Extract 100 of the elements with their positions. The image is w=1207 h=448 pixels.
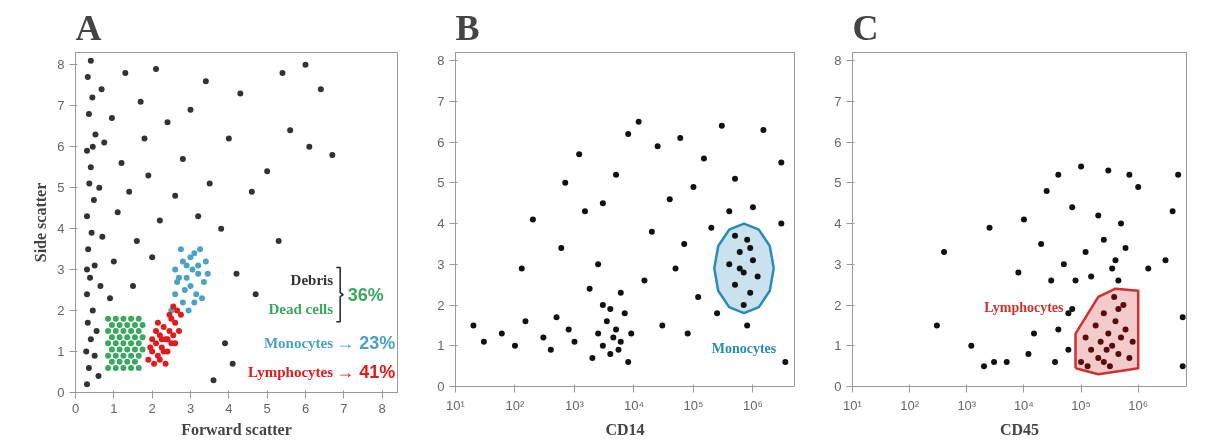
point <box>135 315 142 322</box>
point <box>156 356 163 363</box>
y-tick-label: 0 <box>437 379 445 394</box>
point <box>177 311 184 318</box>
point <box>204 270 211 277</box>
y-tick-label: 4 <box>437 216 445 232</box>
point <box>183 274 190 281</box>
x-tick-label: 10⁴ <box>1013 397 1034 413</box>
x-tick-label: 7 <box>340 400 348 416</box>
point <box>105 364 112 371</box>
annotation: 36% <box>347 284 384 305</box>
point <box>195 270 202 277</box>
point <box>193 291 200 298</box>
point <box>139 346 146 353</box>
point <box>197 246 204 253</box>
x-tick-label: 10³ <box>565 397 585 413</box>
point <box>120 315 127 322</box>
text: Debris <box>290 271 334 288</box>
x-tick-label: 0 <box>71 400 80 416</box>
y-tick-label: 0 <box>834 379 842 394</box>
point <box>128 315 135 322</box>
point <box>195 262 202 269</box>
x-tick-label: 10² <box>505 397 526 413</box>
point <box>199 295 205 302</box>
chart-title: A <box>75 7 102 48</box>
annotation: Lymphocytes <box>984 299 1065 315</box>
y-axis-title: Side scatter <box>32 182 50 263</box>
point <box>112 352 119 359</box>
y-tick-label: 8 <box>57 57 65 73</box>
chart-title: C <box>852 7 879 48</box>
point <box>112 364 119 371</box>
point <box>108 358 115 365</box>
point <box>116 346 123 353</box>
point <box>105 340 112 347</box>
point <box>174 307 181 314</box>
point <box>154 319 161 326</box>
y-tick-label: 4 <box>57 221 65 237</box>
point <box>116 321 123 328</box>
x-tick-label: 10⁶ <box>743 397 763 413</box>
point <box>158 336 165 343</box>
point <box>191 250 198 257</box>
annotation: → 41% <box>336 362 396 383</box>
point <box>120 340 127 347</box>
point <box>170 332 177 339</box>
y-tick-label: 0 <box>57 385 65 400</box>
y-tick-label: 3 <box>834 256 842 272</box>
chart-title: B <box>455 7 480 48</box>
point <box>131 358 138 365</box>
point <box>170 303 177 310</box>
point <box>128 328 135 335</box>
point <box>151 360 158 367</box>
y-tick-label: 7 <box>437 93 445 109</box>
point <box>124 346 131 353</box>
point <box>112 340 119 347</box>
point <box>135 352 142 359</box>
point <box>172 319 179 326</box>
x-tick-label: 4 <box>225 400 233 416</box>
x-tick-label: 10¹ <box>446 397 466 413</box>
point <box>200 278 207 285</box>
point <box>172 340 179 347</box>
point <box>160 323 167 330</box>
point <box>124 334 131 341</box>
x-tick-label: 1 <box>110 400 118 416</box>
point <box>145 356 152 363</box>
point <box>179 299 186 306</box>
x-tick-label: 10⁵ <box>1071 397 1091 413</box>
y-tick-label: 5 <box>834 175 842 191</box>
point <box>135 340 142 347</box>
y-tick-label: 7 <box>57 98 65 114</box>
x-axis-title: CD45 <box>999 420 1040 438</box>
y-tick-label: 1 <box>437 338 445 354</box>
y-tick-label: 6 <box>437 134 445 150</box>
point <box>187 283 194 289</box>
x-tick-label: 6 <box>301 400 310 416</box>
y-tick-label: 6 <box>57 139 65 155</box>
x-tick-label: 10³ <box>957 397 977 413</box>
point <box>191 299 198 306</box>
point <box>108 346 115 353</box>
x-tick-label: 2 <box>148 400 156 416</box>
point <box>128 352 135 359</box>
point <box>116 358 123 365</box>
y-tick-label: 8 <box>834 53 842 69</box>
point <box>179 258 186 265</box>
annotation: Monocytes <box>711 340 777 356</box>
point <box>112 315 119 322</box>
x-axis-title: CD14 <box>605 420 645 438</box>
point <box>147 344 154 351</box>
annotation: → 23% <box>336 333 396 354</box>
point <box>105 328 112 335</box>
x-tick-label: 10⁶ <box>1128 397 1149 413</box>
y-tick-label: 3 <box>437 256 445 272</box>
y-tick-label: 2 <box>437 297 445 313</box>
y-tick-label: 6 <box>834 134 842 150</box>
point <box>131 321 138 328</box>
point <box>162 360 169 367</box>
point <box>131 334 138 341</box>
point <box>172 291 179 298</box>
y-tick-label: 2 <box>834 297 842 313</box>
point <box>135 364 142 371</box>
y-tick-label: 3 <box>57 262 65 278</box>
